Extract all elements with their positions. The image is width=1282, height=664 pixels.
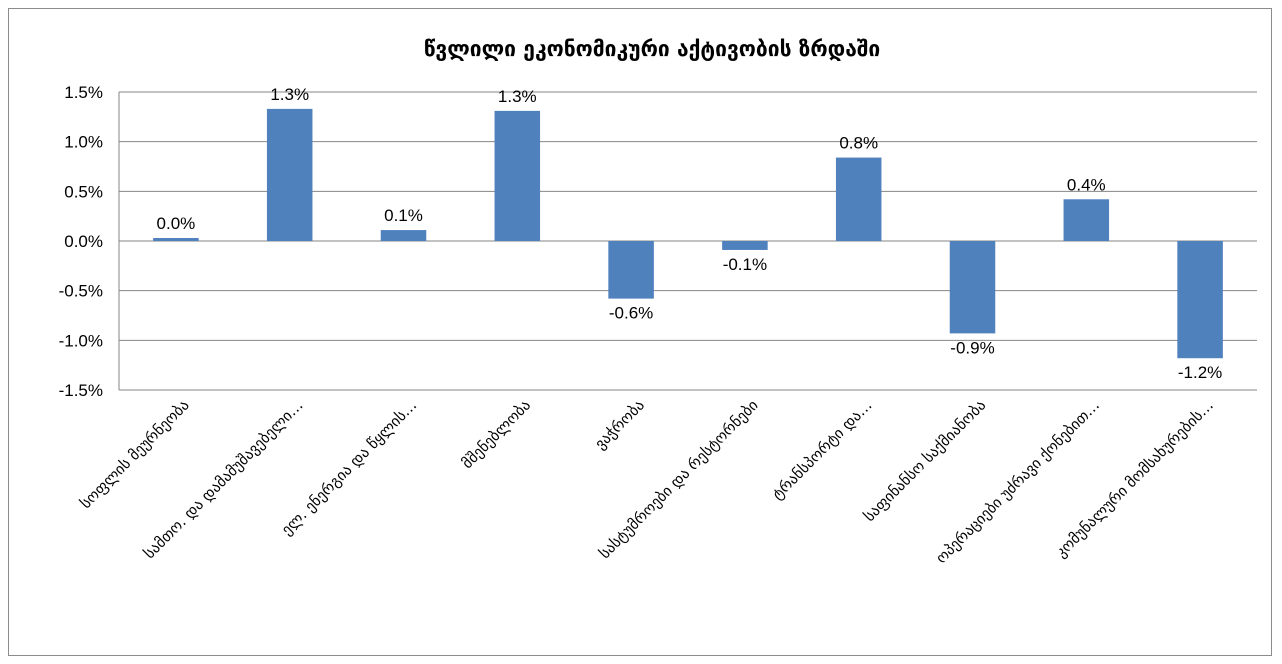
data-label: 0.4% <box>1067 175 1106 194</box>
y-tick-label: -0.5% <box>59 282 103 301</box>
bar <box>1063 199 1110 241</box>
data-label: 0.8% <box>839 134 878 153</box>
y-tick-label: 1.5% <box>64 83 103 102</box>
bar <box>266 108 313 242</box>
y-tick-label: 1.0% <box>64 133 103 152</box>
chart-title: წვლილი ეკონომიკური აქტივობის ზრდაში <box>424 37 881 61</box>
y-tick-label: 0.5% <box>64 182 103 201</box>
category-label: საფინანსო საქმიანობა <box>860 396 989 525</box>
y-tick-label: 0.0% <box>64 232 103 251</box>
bar <box>608 241 654 299</box>
bar <box>494 110 541 241</box>
data-label: 1.3% <box>498 87 537 106</box>
bar <box>835 157 882 241</box>
data-labels: 0.0% 1.3% 0.1% 1.3% -0.6% -0.1% 0.8% -0.9% 0.4% -… <box>157 85 1223 382</box>
y-axis-ticks: 1.5% 1.0% 0.5% 0.0% -0.5% -1.0% -1.5% <box>59 83 103 400</box>
category-label: ვაჭრობა <box>591 396 648 453</box>
bar <box>722 241 768 250</box>
bars <box>153 108 1223 359</box>
data-label: 1.3% <box>270 85 309 104</box>
category-label: სოფლის მეურნეობა <box>77 396 193 512</box>
data-label: -0.6% <box>609 304 653 323</box>
y-tick-label: -1.0% <box>59 331 103 350</box>
bar <box>153 238 199 241</box>
data-label: 0.0% <box>157 214 196 233</box>
category-label: ელ. ენერგია და წყლის… <box>278 396 421 539</box>
data-label: -1.2% <box>1178 363 1222 382</box>
data-label: -0.9% <box>950 338 994 357</box>
chart-frame <box>8 8 1272 656</box>
bar <box>380 230 427 241</box>
bar <box>1177 241 1223 359</box>
category-label: მშენებლობა <box>458 396 534 472</box>
data-label: -0.1% <box>723 255 767 274</box>
data-label: 0.1% <box>384 206 423 225</box>
y-tick-label: -1.5% <box>59 381 103 400</box>
category-label: ტრანსპორტი და… <box>768 396 875 503</box>
bar <box>949 241 996 334</box>
